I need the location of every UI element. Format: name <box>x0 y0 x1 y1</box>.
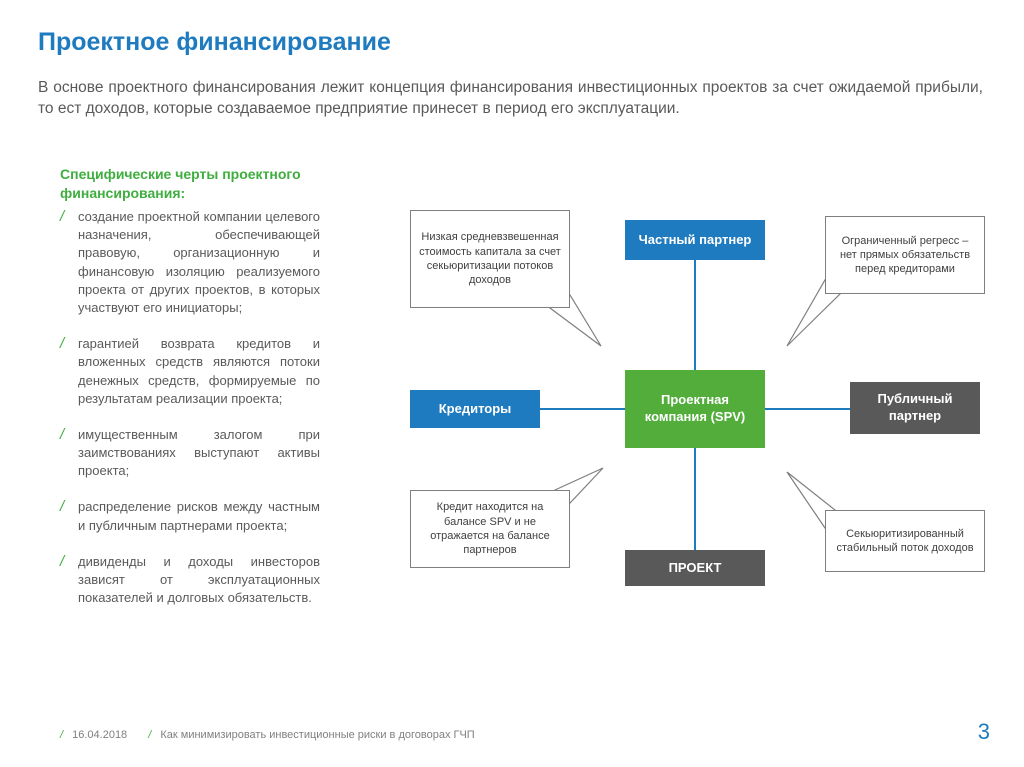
diagram-node-creditors: Кредиторы <box>410 390 540 428</box>
bullet-text: имущественным залогом при заимствованиях… <box>78 426 320 481</box>
diagram-node-spv: Проектная компания (SPV) <box>625 370 765 448</box>
intro-paragraph: В основе проектного финансирования лежит… <box>38 78 983 120</box>
diagram-node-private-partner: Частный партнер <box>625 220 765 260</box>
bullet-slash-icon: / <box>60 498 78 534</box>
bullet-text: гарантией возврата кредитов и вложенных … <box>78 335 320 408</box>
bullet-slash-icon: / <box>60 426 78 481</box>
bullet-item: /дивиденды и доходы инвесторов зависят о… <box>60 553 320 608</box>
bullet-text: создание проектной компании целевого наз… <box>78 208 320 317</box>
page-title: Проектное финансирование <box>38 28 391 57</box>
bullet-text: распределение рисков между частным и пуб… <box>78 498 320 534</box>
bullet-item: /гарантией возврата кредитов и вложенных… <box>60 335 320 408</box>
bullet-slash-icon: / <box>60 553 78 608</box>
bullet-list: /создание проектной компании целевого на… <box>60 208 320 625</box>
diagram-edge <box>694 448 696 550</box>
footer-slash-icon: / <box>60 729 63 741</box>
diagram-node-public-partner: Публичный партнер <box>850 382 980 434</box>
diagram-node-callout-tr: Ограниченный регресс – нет прямых обязат… <box>825 216 985 294</box>
subheading: Специфические черты проектного финансиро… <box>60 165 320 203</box>
footer-date: 16.04.2018 <box>72 729 127 741</box>
footer-text: Как минимизировать инвестиционные риски … <box>160 729 474 741</box>
bullet-text: дивиденды и доходы инвесторов зависят от… <box>78 553 320 608</box>
footer: / 16.04.2018 / Как минимизировать инвест… <box>60 729 475 741</box>
bullet-item: /имущественным залогом при заимствования… <box>60 426 320 481</box>
diagram-edge <box>540 408 625 410</box>
footer-slash-icon: / <box>148 729 151 741</box>
diagram-edge <box>694 260 696 370</box>
diagram-node-callout-bl: Кредит находится на балансе SPV и не отр… <box>410 490 570 568</box>
page-number: 3 <box>978 719 990 745</box>
diagram: Частный партнер Проектная компания (SPV) П… <box>355 200 995 650</box>
bullet-slash-icon: / <box>60 335 78 408</box>
diagram-node-callout-tl: Низкая средневзвешенная стоимость капита… <box>410 210 570 308</box>
bullet-item: /распределение рисков между частным и пу… <box>60 498 320 534</box>
diagram-node-project: ПРОЕКТ <box>625 550 765 586</box>
bullet-slash-icon: / <box>60 208 78 317</box>
diagram-edge <box>765 408 850 410</box>
bullet-item: /создание проектной компании целевого на… <box>60 208 320 317</box>
diagram-node-callout-br: Секьюритизированный стабильный поток дох… <box>825 510 985 572</box>
